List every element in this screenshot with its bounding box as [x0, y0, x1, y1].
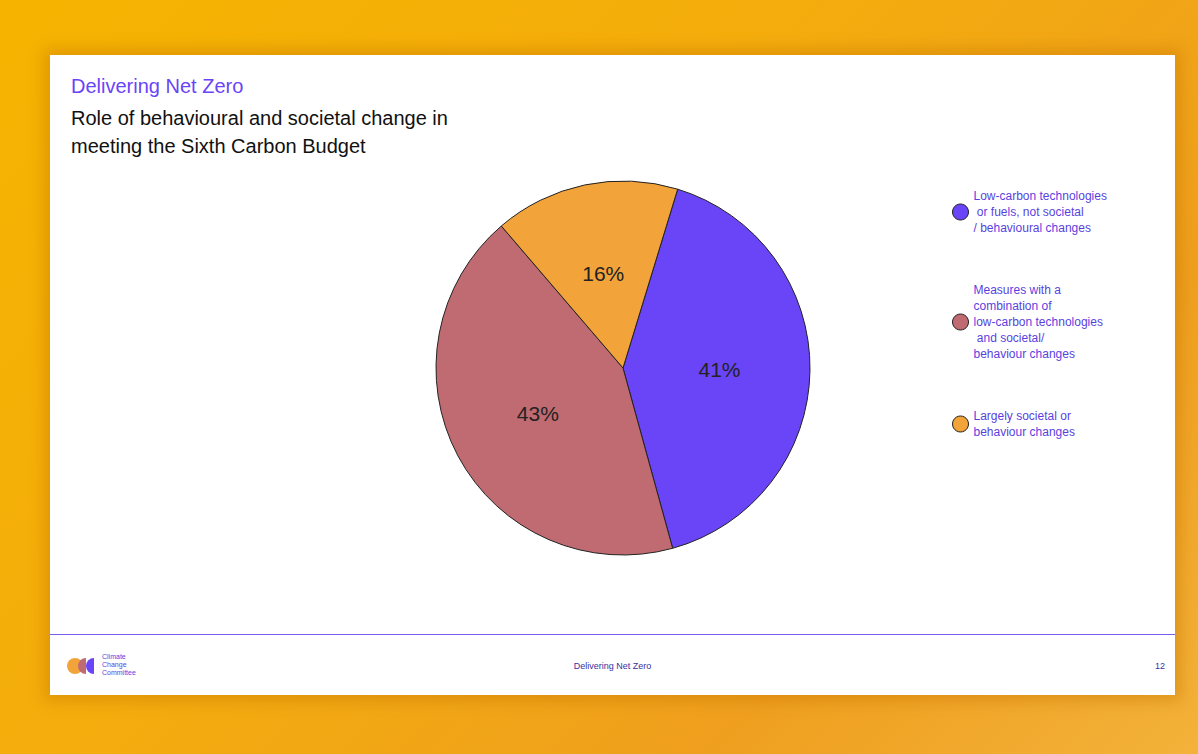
svg-text:behaviour changes: behaviour changes — [974, 425, 1075, 439]
svg-text:Role of behavioural and societ: Role of behavioural and societal change … — [71, 107, 453, 129]
svg-text:Delivering Net Zero: Delivering Net Zero — [71, 75, 243, 97]
svg-text:Largely societal or: Largely societal or — [974, 409, 1075, 423]
svg-text:meeting the Sixth Carbon Budge: meeting the Sixth Carbon Budget — [71, 135, 366, 157]
svg-text:Low-carbon technologies: Low-carbon technologies — [974, 189, 1107, 203]
svg-text:/ behavioural changes: / behavioural changes — [974, 221, 1091, 235]
svg-text:combination of: combination of — [974, 299, 1055, 313]
html-text:Climate: Climate — [102, 653, 126, 660]
html-text:Committee: Committee — [102, 669, 136, 676]
svg-text:41%: 41% — [698, 358, 740, 381]
svg-text:43%: 43% — [517, 402, 559, 425]
svg-text:or fuels, not societal: or fuels, not societal — [974, 205, 1084, 219]
html-text:Change: Change — [102, 661, 127, 668]
svg-text:and societal/: and societal/ — [974, 331, 1048, 345]
svg-text:Measures with a: Measures with a — [974, 283, 1065, 297]
svg-text:low-carbon technologies: low-carbon technologies — [974, 315, 1103, 329]
svg-text:behaviour changes: behaviour changes — [974, 347, 1075, 361]
svg-text:16%: 16% — [582, 262, 624, 285]
html-text:Delivering Net Zero: Delivering Net Zero — [573, 661, 652, 671]
html-text:12: 12 — [1155, 661, 1165, 671]
